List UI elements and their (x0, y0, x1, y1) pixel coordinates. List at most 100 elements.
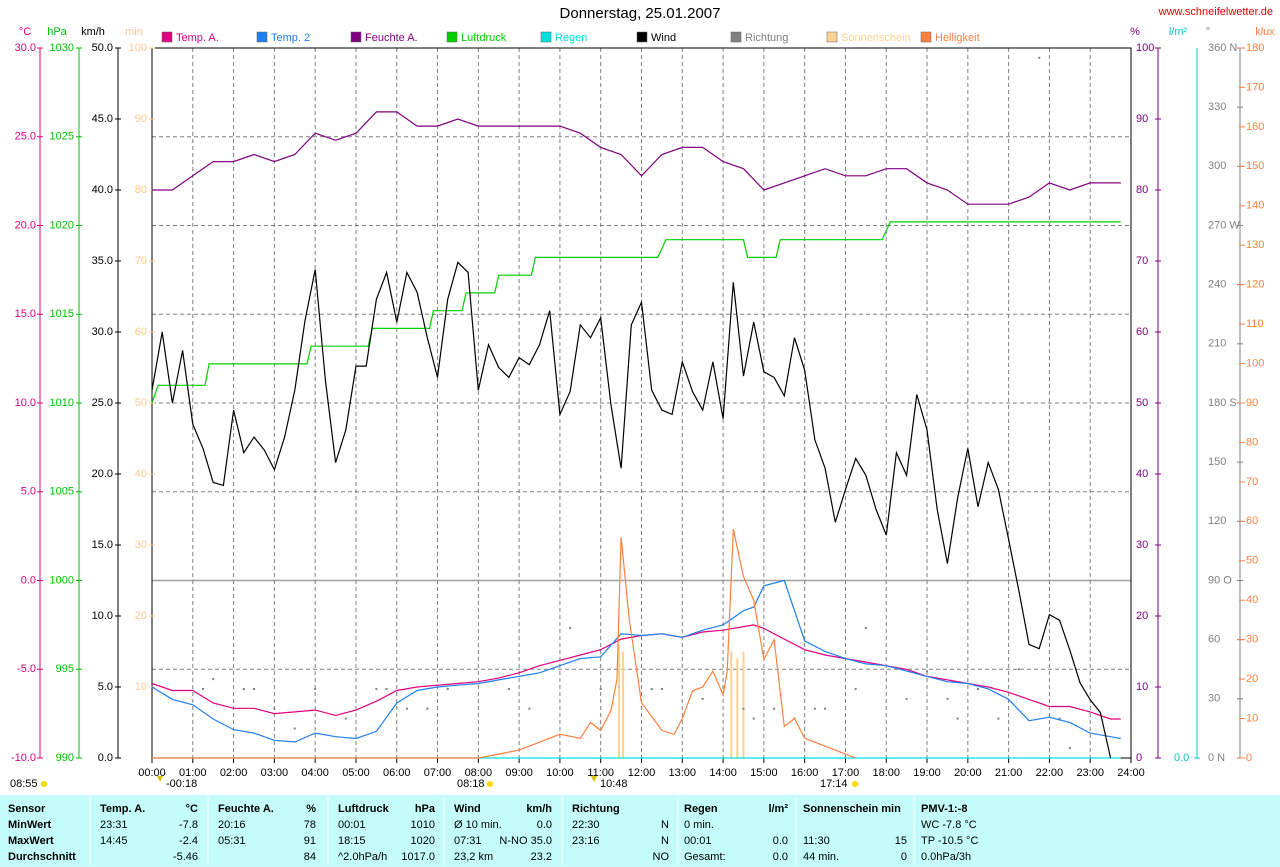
sun-moon-time: -00:18 (166, 778, 197, 790)
table-cell: N-NO 35.0 (499, 835, 552, 847)
y-tick-label: 50.0 (92, 42, 113, 54)
direction-dot (528, 707, 531, 710)
y-tick-label: 5.0 (21, 486, 36, 498)
row-label: Durchschnitt (8, 851, 76, 863)
table-cell: WC -7.8 °C (921, 819, 977, 831)
x-tick-label: 08:00 (465, 767, 493, 779)
y-tick-label: 10 (135, 681, 147, 693)
y-tick-label: 20 (1246, 673, 1258, 685)
legend-label: Luftdruck (461, 32, 507, 44)
legend-swatch (826, 31, 838, 43)
y-tick-label: 90 (135, 113, 147, 125)
y-tick-label: 1020 (50, 219, 74, 231)
x-tick-label: 10:00 (546, 767, 574, 779)
y-tick-label: 0 (1136, 752, 1142, 764)
legend-swatch (636, 31, 648, 43)
y-tick-label: 40 (135, 468, 147, 480)
x-tick-label: 01:00 (179, 767, 207, 779)
table-header: % (306, 803, 316, 815)
axis-unit: klux (1255, 26, 1275, 38)
direction-dot (569, 626, 572, 629)
sun-marker (487, 781, 493, 787)
table-cell: 0 (901, 851, 907, 863)
x-tick-label: 15:00 (750, 767, 778, 779)
y-tick-label: -10.0 (11, 752, 36, 764)
x-tick-label: 18:00 (872, 767, 900, 779)
x-tick-label: 04:00 (301, 767, 329, 779)
y-tick-label: 60 (1208, 634, 1220, 646)
y-tick-label: 100 (1246, 357, 1264, 369)
table-header: Wind (454, 803, 481, 815)
axis-unit: l/m² (1169, 26, 1188, 38)
table-cell: Ø 10 min. (454, 819, 502, 831)
y-tick-label: 0 N (1208, 752, 1225, 764)
legend-label: Feuchte A. (365, 32, 418, 44)
axis-unit: min (125, 26, 143, 38)
y-tick-label: 240 (1208, 279, 1226, 291)
y-tick-label: 270 W (1208, 219, 1240, 231)
table-cell: 23:16 (572, 835, 600, 847)
table-header: Luftdruck (338, 803, 390, 815)
legend-swatch (161, 31, 173, 43)
direction-dot (242, 687, 245, 690)
y-tick-label: 70 (1136, 255, 1148, 267)
table-cell: 78 (304, 819, 316, 831)
direction-dot (813, 707, 816, 710)
y-tick-label: 110 (1246, 318, 1264, 330)
sun-moon-time: 10:48 (600, 778, 628, 790)
table-cell: 15 (895, 835, 907, 847)
direction-dot (1038, 56, 1041, 59)
direction-dot (201, 687, 204, 690)
legend-label: Richtung (745, 32, 788, 44)
y-tick-label: 40.0 (92, 184, 113, 196)
table-cell: NO (653, 851, 670, 863)
series-line (152, 111, 1121, 205)
table-cell: 0.0 (773, 835, 788, 847)
y-tick-label: 150 (1246, 160, 1264, 172)
direction-dot (507, 687, 510, 690)
table-cell: 20:16 (218, 819, 246, 831)
sun-marker (852, 781, 858, 787)
table-cell: TP -10.5 °C (921, 835, 978, 847)
y-tick-label: 15.0 (92, 539, 113, 551)
y-tick-label: 120 (1208, 515, 1226, 527)
y-tick-label: 80 (1246, 436, 1258, 448)
table-cell: 1010 (411, 819, 435, 831)
direction-dot (946, 697, 949, 700)
direction-dot (660, 687, 663, 690)
direction-dot (773, 707, 776, 710)
direction-dot (1017, 668, 1020, 671)
direction-dot (824, 707, 827, 710)
moon-marker (591, 776, 597, 782)
y-tick-label: 45.0 (92, 113, 113, 125)
table-cell: 23:31 (100, 819, 128, 831)
y-tick-label: 10 (1246, 712, 1258, 724)
table-cell: -2.4 (179, 835, 198, 847)
y-tick-label: 60 (1246, 515, 1258, 527)
y-tick-label: 140 (1246, 200, 1264, 212)
table-cell: Gesamt: (684, 851, 726, 863)
direction-dot (977, 687, 980, 690)
direction-dot (1058, 717, 1061, 720)
x-tick-label: 06:00 (383, 767, 411, 779)
direction-dot (997, 717, 1000, 720)
y-tick-label: 70 (135, 255, 147, 267)
legend-swatch (730, 31, 742, 43)
table-cell: 1020 (411, 835, 435, 847)
legend-swatch (540, 31, 552, 43)
y-tick-label: 1010 (50, 397, 74, 409)
y-tick-label: 130 (1246, 239, 1264, 251)
table-cell: 18:15 (338, 835, 366, 847)
table-cell: 84 (304, 851, 316, 863)
series-line (151, 579, 1121, 743)
table-header: °C (186, 803, 198, 815)
direction-dot (905, 697, 908, 700)
table-cell: 91 (304, 835, 316, 847)
direction-dot (252, 687, 255, 690)
direction-dot (293, 727, 296, 730)
row-label: MaxWert (8, 835, 54, 847)
table-cell: -7.8 (179, 819, 198, 831)
sunshine-bar (618, 644, 621, 758)
x-tick-label: 09:00 (505, 767, 533, 779)
y-tick-label: 100 (1136, 42, 1154, 54)
